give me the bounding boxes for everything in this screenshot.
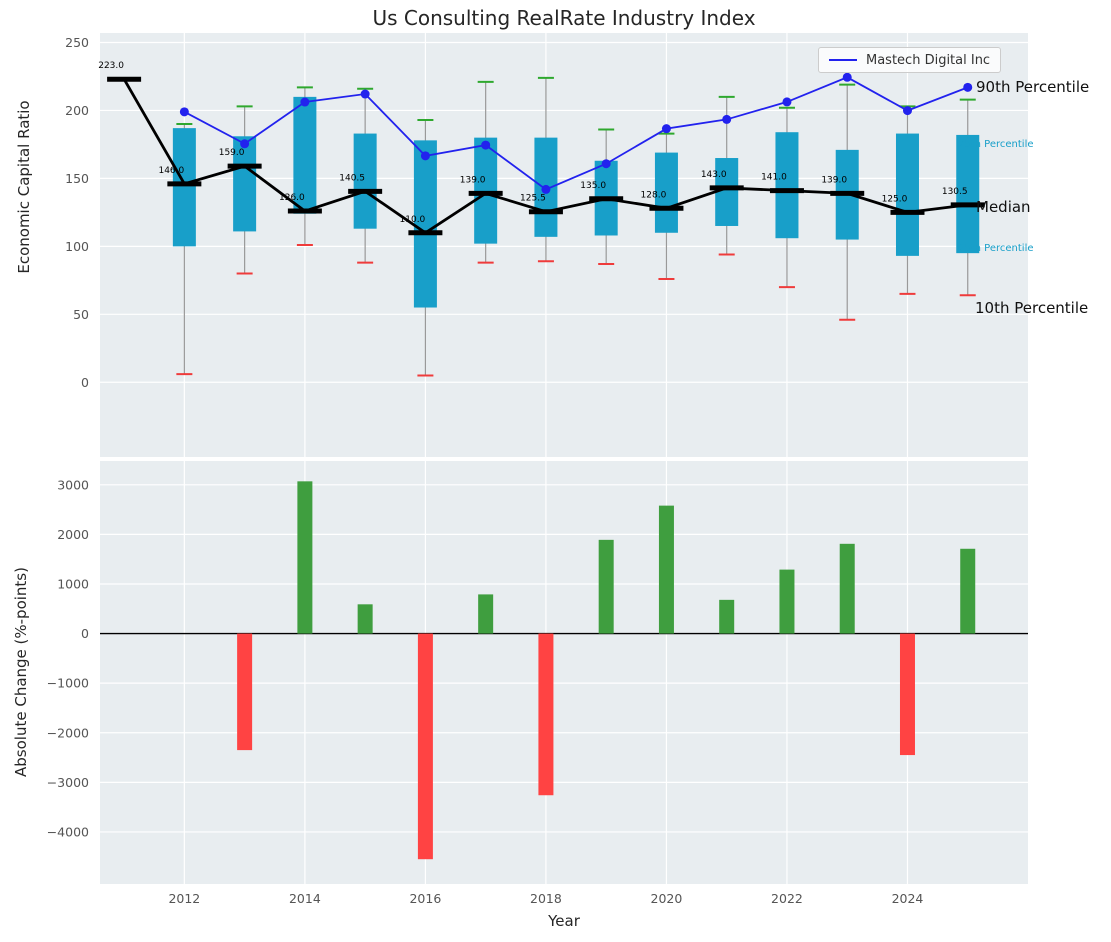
plot-backgrounds (100, 33, 1028, 884)
iqr-box (172, 128, 196, 247)
iqr-box (413, 140, 437, 308)
mastech-point (782, 97, 792, 107)
y-tick-label: −2000 (47, 725, 89, 740)
y-tick-label: 100 (65, 239, 89, 254)
iqr-box (474, 137, 498, 244)
median-value-label: 159.0 (219, 148, 245, 158)
mastech-point (360, 89, 370, 99)
change-bar-positive (779, 569, 795, 634)
x-tick-label: 2014 (289, 891, 321, 906)
mastech-series (179, 72, 973, 194)
iqr-box (715, 158, 739, 226)
label-75th-percentile: 75th Percentile (958, 139, 1034, 150)
y-tick-label: 0 (81, 626, 89, 641)
change-bar-positive (598, 539, 614, 634)
y-tick-label: 250 (65, 35, 89, 50)
label-90th-percentile: 90th Percentile (976, 78, 1090, 96)
mastech-point (179, 107, 189, 117)
median-series: 223.0 146.0 159.0 126.0 140.5 110.0 139.0 125.5… (98, 61, 985, 236)
change-bar-positive (357, 604, 373, 634)
label-10th-percentile: 10th Percentile (975, 299, 1089, 317)
change-bar-negative (417, 633, 433, 860)
x-tick-label: 2022 (771, 891, 803, 906)
label-25th-percentile: 25th Percentile (958, 243, 1034, 254)
x-tick-label: 2020 (651, 891, 683, 906)
change-bar-positive (297, 481, 313, 634)
median-value-label: 146.0 (158, 166, 184, 176)
iqr-box (654, 152, 678, 233)
y-tick-label: 200 (65, 103, 89, 118)
bottom-y-axis-label: Absolute Change (%-points) (12, 567, 30, 777)
x-tick-label: 2018 (530, 891, 562, 906)
y-tick-label: 3000 (57, 477, 89, 492)
legend: Mastech Digital Inc (818, 47, 1002, 73)
mastech-point (842, 72, 852, 82)
mastech-point (902, 106, 912, 116)
top-plot-background (100, 33, 1028, 457)
iqr-box (775, 132, 799, 239)
change-bar-negative (899, 633, 915, 756)
mastech-point (661, 124, 671, 134)
x-tick-label: 2024 (892, 891, 924, 906)
median-value-label: 135.0 (580, 181, 606, 191)
iqr-box (293, 96, 317, 214)
legend-label: Mastech Digital Inc (866, 52, 991, 68)
y-tick-label: 0 (81, 375, 89, 390)
change-bar-positive (839, 543, 855, 634)
change-bars (237, 481, 976, 860)
mastech-point (300, 97, 310, 107)
median-value-label: 110.0 (400, 215, 426, 225)
median-value-label: 139.0 (821, 175, 847, 185)
change-bar-negative (538, 633, 554, 796)
change-bar-negative (237, 633, 253, 751)
iqr-box (895, 133, 919, 256)
y-tick-label: 50 (73, 307, 89, 322)
change-bar-positive (719, 599, 735, 634)
median-value-label: 130.5 (942, 187, 968, 197)
top-y-axis-label: Economic Capital Ratio (15, 100, 33, 274)
x-tick-label: 2016 (409, 891, 441, 906)
y-tick-label: −1000 (47, 676, 89, 691)
y-tick-label: 2000 (57, 527, 89, 542)
label-median: Median (976, 198, 1031, 216)
y-tick-label: 150 (65, 171, 89, 186)
y-tick-label: −4000 (47, 824, 89, 839)
median-value-label: 125.0 (882, 194, 908, 204)
mastech-point (722, 114, 732, 124)
iqr-box (353, 133, 377, 229)
change-bar-positive (478, 594, 494, 634)
y-tick-label: 1000 (57, 576, 89, 591)
y-tick-label: −3000 (47, 775, 89, 790)
median-value-label: 141.0 (761, 173, 787, 183)
mastech-point (420, 151, 430, 161)
median-value-label: 139.0 (460, 175, 486, 185)
bottom-plot-background (100, 461, 1028, 884)
mastech-point (541, 184, 551, 194)
median-value-label: 128.0 (641, 190, 667, 200)
median-value-label: 143.0 (701, 170, 727, 180)
mastech-point (963, 82, 973, 92)
mastech-point (481, 140, 491, 150)
change-bar-positive (960, 548, 976, 634)
x-tick-label: 2012 (168, 891, 200, 906)
chart-title: Us Consulting RealRate Industry Index (372, 6, 756, 30)
mastech-line (183, 76, 969, 191)
change-bar-positive (658, 505, 674, 634)
iqr-box (233, 136, 257, 232)
mastech-point (601, 159, 611, 169)
median-value-label: 125.5 (520, 194, 546, 204)
iqr-box (956, 134, 980, 254)
median-value-label: 126.0 (279, 193, 305, 203)
x-axis-label: Year (548, 912, 580, 930)
tick-labels: 0 50 100 150 200 250 −4000 −3000 −2000 −1000 0 1000… (47, 35, 924, 906)
median-value-label: 140.5 (339, 173, 365, 183)
legend-line-sample-icon (829, 59, 857, 61)
median-value-label: 223.0 (98, 61, 124, 71)
mastech-point (240, 139, 250, 149)
